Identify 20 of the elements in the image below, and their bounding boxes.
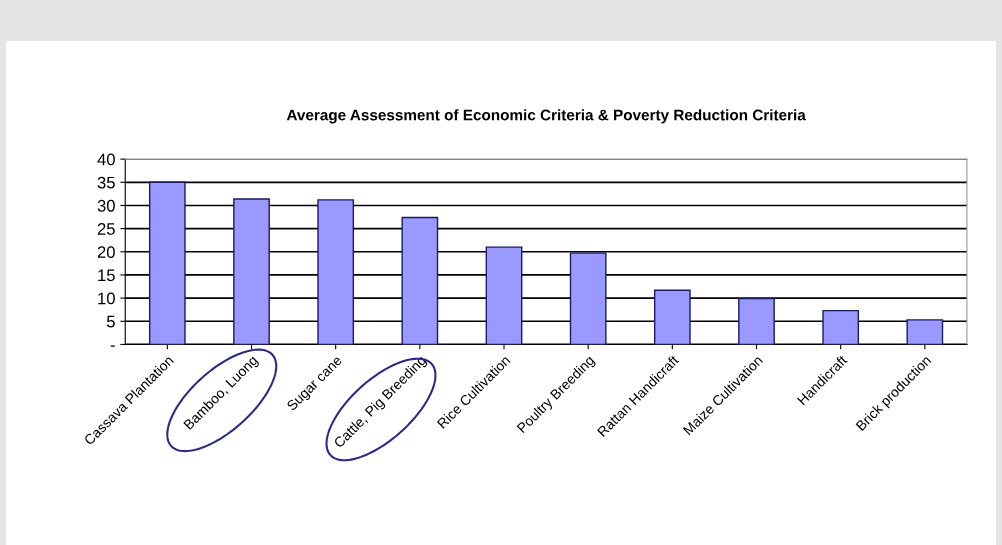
bar <box>233 198 270 345</box>
y-tick-label: 15 <box>98 269 115 282</box>
bar <box>148 181 186 345</box>
bar <box>569 252 607 345</box>
bar <box>653 289 691 345</box>
bar <box>822 309 860 345</box>
bar <box>485 246 523 345</box>
y-tick-label: 35 <box>97 176 115 189</box>
y-tick-label: 30 <box>97 199 115 212</box>
bar <box>401 216 439 345</box>
bar <box>906 319 944 345</box>
y-tick-label: 25 <box>97 223 115 235</box>
bar <box>317 199 355 345</box>
y-tick-label: 20 <box>97 246 115 258</box>
y-tick-label: 10 <box>98 292 115 305</box>
chart-title: Average Assessment of Economic Criteria & Poverty Reduction Criteria <box>286 109 806 124</box>
bar <box>738 297 775 345</box>
y-tick-label: - <box>110 345 115 347</box>
y-tick-label: 5 <box>106 315 115 328</box>
y-tick-label: 40 <box>97 153 115 166</box>
